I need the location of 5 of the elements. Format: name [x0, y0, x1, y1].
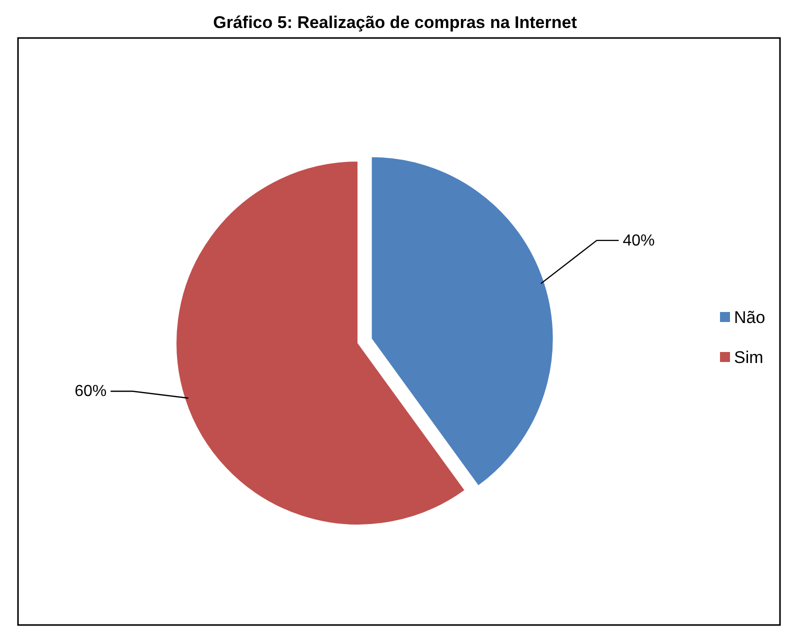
legend-label: Sim: [734, 348, 764, 367]
data-label: 40%: [622, 232, 655, 250]
data-label: 60%: [74, 383, 107, 400]
chart-title: Gráfico 5: Realização de compras na Internet: [213, 13, 578, 32]
legend-label: Não: [734, 308, 766, 327]
